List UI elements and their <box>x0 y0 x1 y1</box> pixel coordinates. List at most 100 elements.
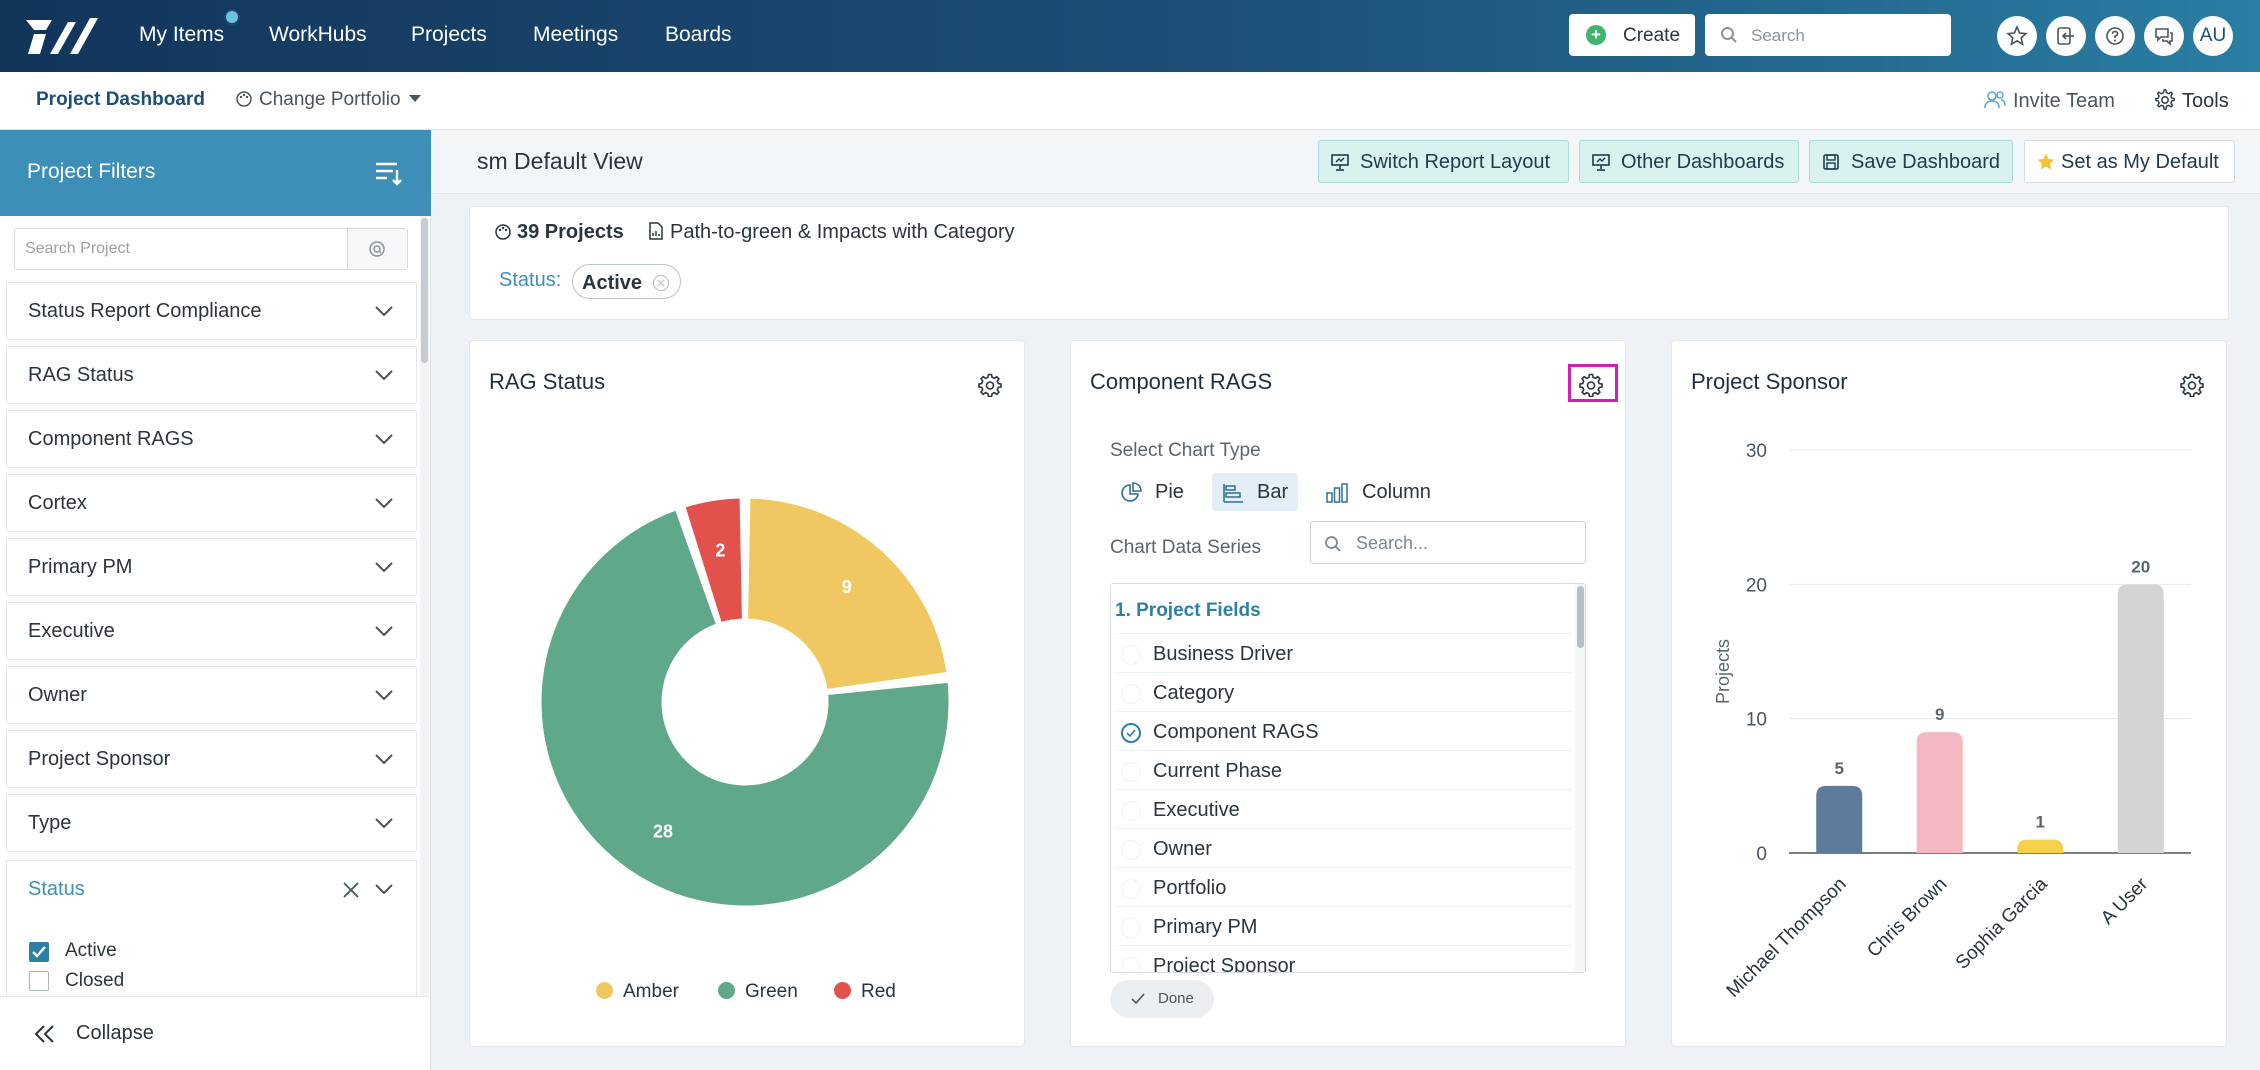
filter-type[interactable]: Type <box>6 794 417 852</box>
help-button[interactable] <box>2095 16 2135 56</box>
sign-out-button[interactable] <box>2046 16 2086 56</box>
chat-icon <box>2155 28 2173 46</box>
page-title[interactable]: Project Dashboard <box>36 89 205 110</box>
legend-green[interactable]: Green <box>718 981 798 1003</box>
nav-boards[interactable]: Boards <box>665 23 732 46</box>
field-radio-selected[interactable] <box>1121 723 1141 743</box>
field-radio[interactable] <box>1121 645 1141 665</box>
filter-project-sponsor[interactable]: Project Sponsor <box>6 730 417 788</box>
series-search-input[interactable]: Search... <box>1310 521 1586 564</box>
x-tick-label: Sophia Garcia <box>1952 873 2052 973</box>
chevron-down-icon <box>375 370 393 381</box>
legend-amber[interactable]: Amber <box>596 981 679 1003</box>
other-dashboards-button[interactable]: Other Dashboards <box>1579 140 1799 183</box>
filter-primary-pm[interactable]: Primary PM <box>6 538 417 596</box>
field-radio[interactable] <box>1121 957 1141 972</box>
nav-my-items[interactable]: My Items <box>139 23 225 46</box>
projects-count[interactable]: 39 Projects <box>494 221 624 244</box>
collapse-label: Collapse <box>76 1022 154 1044</box>
star-icon <box>2037 153 2055 170</box>
tools-label: Tools <box>2182 90 2229 112</box>
y-tick-label: 30 <box>1746 441 1767 462</box>
filter-executive[interactable]: Executive <box>6 602 417 660</box>
create-button[interactable]: + Create <box>1569 14 1695 56</box>
gear-icon[interactable] <box>2180 373 2204 397</box>
sidebar-scrollbar[interactable] <box>420 216 429 996</box>
project-sponsor-bar-chart: 0 10 20 30 Projects 5 Michael Thompson 9 Chris B… <box>1713 441 2191 1002</box>
change-portfolio-dropdown[interactable]: Change Portfolio <box>235 89 421 111</box>
scrollbar-thumb[interactable] <box>421 218 428 363</box>
user-avatar[interactable]: AU <box>2193 16 2233 56</box>
done-button[interactable]: Done <box>1110 980 1214 1018</box>
donut-data-label: 2 <box>715 540 725 560</box>
chart-type-label-pie: Pie <box>1155 481 1184 503</box>
done-label: Done <box>1158 990 1194 1007</box>
filter-owner[interactable]: Owner <box>6 666 417 724</box>
filter-rag-status[interactable]: RAG Status <box>6 346 417 404</box>
status-filter-chip[interactable]: Active <box>572 264 681 299</box>
field-radio[interactable] <box>1121 762 1141 782</box>
field-radio[interactable] <box>1121 918 1141 938</box>
save-dashboard-button[interactable]: Save Dashboard <box>1809 140 2013 183</box>
legend-red[interactable]: Red <box>834 981 896 1003</box>
gear-icon[interactable] <box>1579 373 1603 397</box>
nav-workhubs[interactable]: WorkHubs <box>269 23 367 46</box>
field-option[interactable]: Executive <box>1117 789 1572 828</box>
favorites-button[interactable] <box>1997 16 2037 56</box>
status-closed-checkbox[interactable] <box>29 971 49 991</box>
project-search-placeholder: Search Project <box>25 240 130 257</box>
scrollbar-thumb[interactable] <box>1577 586 1584 648</box>
filter-component-rags[interactable]: Component RAGS <box>6 410 417 468</box>
nav-projects[interactable]: Projects <box>411 23 487 46</box>
field-option[interactable]: Component RAGS <box>1117 711 1572 750</box>
filter-status-report-compliance[interactable]: Status Report Compliance <box>6 282 417 340</box>
field-option[interactable]: Portfolio <box>1117 867 1572 906</box>
field-label: Executive <box>1153 799 1240 821</box>
nav-meetings[interactable]: Meetings <box>533 23 619 46</box>
field-option[interactable]: Category <box>1117 672 1572 711</box>
field-radio[interactable] <box>1121 879 1141 899</box>
set-default-button[interactable]: Set as My Default <box>2024 140 2235 183</box>
filter-label: Cortex <box>28 492 87 514</box>
chart-type-label-bar: Bar <box>1257 481 1289 503</box>
global-search-input[interactable]: Search <box>1705 14 1951 56</box>
field-option[interactable]: Primary PM <box>1117 906 1572 945</box>
project-search-button[interactable] <box>347 229 407 269</box>
chart-type-label-column: Column <box>1362 481 1431 503</box>
field-radio[interactable] <box>1121 840 1141 860</box>
app-logo[interactable] <box>24 14 100 58</box>
field-option[interactable]: Owner <box>1117 828 1572 867</box>
other-dashboards-label: Other Dashboards <box>1621 151 1785 173</box>
gear-icon[interactable] <box>978 373 1002 397</box>
sort-list-icon[interactable] <box>373 158 403 188</box>
field-option[interactable]: Project Sponsor <box>1117 945 1572 972</box>
tools-button[interactable]: Tools <box>2154 89 2229 113</box>
clear-filter-icon[interactable] <box>342 881 360 899</box>
collapse-sidebar-button[interactable]: Collapse <box>0 996 430 1070</box>
chart-type-column[interactable]: Column <box>1315 473 1445 511</box>
fields-scrollbar[interactable] <box>1575 584 1585 972</box>
chevron-down-icon <box>408 95 421 102</box>
chart-type-bar[interactable]: Bar <box>1212 473 1298 511</box>
remove-chip-icon[interactable] <box>652 274 670 292</box>
filter-status[interactable]: Status Active Closed <box>6 860 417 1000</box>
chat-button[interactable] <box>2144 16 2184 56</box>
status-active-checkbox[interactable] <box>29 942 49 962</box>
field-radio[interactable] <box>1121 801 1141 821</box>
y-tick-label: 20 <box>1746 575 1767 596</box>
field-label: Current Phase <box>1153 760 1282 782</box>
filter-cortex[interactable]: Cortex <box>6 474 417 532</box>
invite-team-button[interactable]: Invite Team <box>1983 89 2115 113</box>
field-option[interactable]: Business Driver <box>1117 633 1572 672</box>
report-name[interactable]: Path-to-green & Impacts with Category <box>647 221 1015 244</box>
search-icon <box>1325 536 1341 552</box>
project-search-input[interactable]: Search Project <box>14 228 408 270</box>
chevron-down-icon <box>375 690 393 701</box>
switch-report-layout-button[interactable]: Switch Report Layout <box>1318 140 1569 183</box>
chart-type-pie[interactable]: Pie <box>1110 473 1196 511</box>
chevron-down-icon <box>375 818 393 829</box>
chevron-down-icon[interactable] <box>374 883 394 895</box>
field-radio[interactable] <box>1121 684 1141 704</box>
filter-label: Status <box>28 878 85 900</box>
field-option[interactable]: Current Phase <box>1117 750 1572 789</box>
